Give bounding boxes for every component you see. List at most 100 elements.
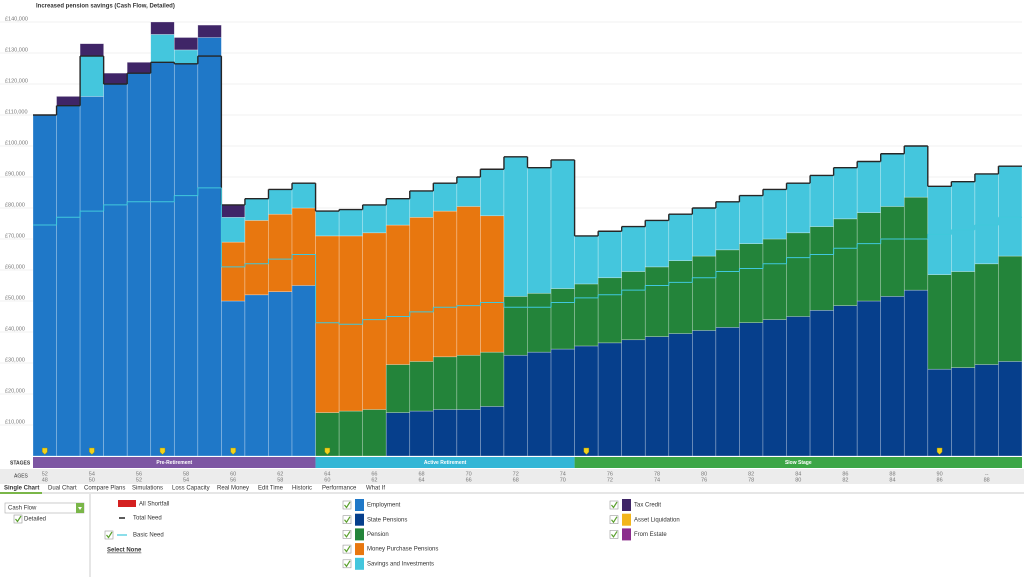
event-marker[interactable]: [42, 447, 48, 455]
x-tick-label: 54: [89, 471, 95, 477]
stage-label: Active Retirement: [424, 460, 467, 466]
bar-segment: [597, 230, 622, 279]
x-tick-label: 80: [701, 471, 707, 477]
stages-label: STAGES: [10, 460, 31, 466]
legend-label: Pension: [367, 532, 389, 538]
bar-segment: [692, 330, 717, 457]
checkbox[interactable]: [342, 559, 352, 569]
checkbox[interactable]: [104, 530, 114, 540]
checkbox[interactable]: [13, 514, 23, 524]
tab[interactable]: Edit Time: [258, 486, 284, 492]
stage-band: [33, 457, 316, 468]
bar-segment: [268, 189, 293, 215]
select-arrow: [78, 507, 82, 510]
stage-label: Pre-Retirement: [156, 460, 192, 466]
event-marker[interactable]: [324, 447, 331, 455]
tab[interactable]: Compare Plans: [84, 486, 125, 492]
checkbox-tick: [344, 531, 351, 538]
select-none[interactable]: Select None: [107, 548, 142, 554]
bar-segment: [456, 206, 481, 356]
x-tick-label-secondary: 54: [183, 477, 189, 483]
x-tick-label: 68: [418, 471, 424, 477]
bar-segment: [244, 294, 269, 457]
tab[interactable]: What If: [366, 486, 385, 492]
bar-segment: [173, 63, 199, 457]
bar-segment: [126, 72, 152, 457]
legend-label: From Estate: [634, 532, 667, 538]
bar-segment: [409, 410, 434, 457]
y-tick-label: £50,000: [5, 295, 25, 301]
checkbox-tick: [344, 545, 351, 553]
checkbox[interactable]: [342, 530, 352, 539]
detailed-label: Detailed: [24, 517, 46, 523]
legend-label: Employment: [367, 503, 401, 509]
x-tick-label-secondary: 86: [937, 477, 943, 483]
bar-segment: [809, 175, 834, 227]
bar-segment: [315, 210, 340, 237]
bar-segment: [409, 361, 434, 412]
event-marker[interactable]: [936, 447, 943, 455]
x-tick-label: 70: [466, 471, 472, 477]
x-tick-label-secondary: 76: [701, 477, 707, 483]
x-tick-label: 64: [324, 471, 330, 477]
x-tick-label-secondary: 60: [324, 477, 330, 483]
legend-label: All Shortfall: [139, 502, 169, 508]
checkbox[interactable]: [342, 500, 352, 510]
event-marker[interactable]: [159, 447, 166, 455]
bar-segment: [809, 309, 834, 457]
bar-segment: [480, 215, 505, 353]
bar-segment: [221, 217, 246, 243]
event-marker[interactable]: [230, 447, 236, 455]
ages-band: [0, 469, 1024, 484]
bar-segment: [974, 173, 999, 265]
bar-segment: [998, 361, 1023, 457]
legend-swatch: [355, 499, 364, 511]
bar-segment: [338, 410, 363, 457]
tab[interactable]: Loss Capacity: [172, 486, 210, 492]
bar-segment: [621, 271, 646, 341]
bar-segment: [433, 409, 458, 457]
bar-segment: [291, 285, 316, 457]
x-tick-label-secondary: 50: [89, 477, 95, 483]
bar-segment: [715, 327, 740, 457]
checkbox-tick: [15, 515, 22, 523]
bar-segment: [32, 114, 57, 457]
x-tick-label: --: [985, 471, 989, 477]
bar-segment: [338, 235, 363, 412]
bar-segment: [927, 368, 952, 457]
x-tick-label-secondary: 74: [654, 477, 660, 483]
bar-segment: [550, 348, 575, 457]
event-marker[interactable]: [583, 447, 590, 455]
bar-segment: [880, 153, 905, 207]
tab[interactable]: Performance: [322, 486, 357, 492]
legend-label: State Pensions: [367, 517, 407, 523]
y-tick-label: £30,000: [5, 357, 25, 363]
checkbox[interactable]: [342, 544, 352, 554]
x-tick-label-secondary: 82: [842, 477, 848, 483]
tab[interactable]: Real Money: [217, 486, 249, 492]
tab[interactable]: Single Chart: [4, 486, 39, 492]
x-tick-label-secondary: 88: [984, 477, 990, 483]
checkbox[interactable]: [609, 530, 619, 539]
checkbox[interactable]: [609, 500, 619, 510]
event-marker[interactable]: [89, 447, 95, 455]
legend-swatch: [355, 557, 364, 570]
bar-segment: [362, 204, 387, 234]
stage-label: Slow Stage: [785, 460, 812, 466]
checkbox[interactable]: [609, 515, 619, 525]
stage-band: [574, 457, 1022, 468]
bar-segment: [621, 339, 646, 457]
tab[interactable]: Dual Chart: [48, 486, 77, 492]
legend-swatch: [355, 513, 364, 526]
x-tick-label-secondary: 56: [230, 477, 236, 483]
bar-segment: [385, 224, 411, 365]
bar-segment: [833, 305, 858, 457]
checkbox[interactable]: [342, 515, 352, 525]
bar-segment: [126, 61, 152, 74]
tab[interactable]: Simulations: [132, 486, 163, 492]
bar-segment: [574, 235, 599, 285]
tab[interactable]: Historic: [292, 486, 312, 492]
bar-segment: [480, 351, 505, 407]
bar-segment: [433, 210, 458, 358]
bar-segment: [527, 292, 552, 353]
